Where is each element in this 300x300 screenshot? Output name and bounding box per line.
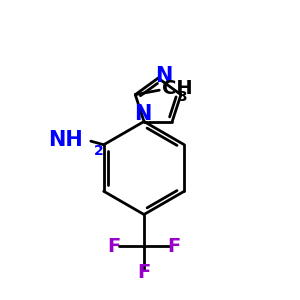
Text: F: F: [167, 236, 181, 256]
Text: N: N: [155, 66, 172, 86]
Text: CH: CH: [162, 79, 193, 98]
Text: 2: 2: [94, 144, 104, 158]
Text: 3: 3: [177, 90, 186, 104]
Text: F: F: [137, 263, 151, 283]
Text: N: N: [134, 104, 151, 124]
Text: NH: NH: [48, 130, 83, 150]
Text: F: F: [107, 236, 121, 256]
